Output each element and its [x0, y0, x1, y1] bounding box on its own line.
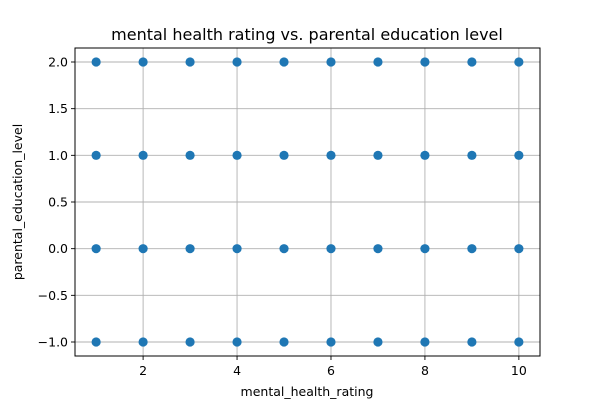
y-tick-label: 1.5	[48, 101, 68, 116]
data-point	[185, 150, 195, 160]
data-point	[91, 57, 101, 67]
data-point	[138, 244, 148, 254]
x-tick-label: 8	[421, 363, 429, 378]
data-point	[279, 57, 289, 67]
data-point	[326, 57, 336, 67]
data-point	[326, 337, 336, 347]
data-point	[514, 150, 524, 160]
data-point	[138, 57, 148, 67]
data-point	[91, 244, 101, 254]
y-tick-label: 0.0	[48, 241, 68, 256]
data-point	[467, 150, 477, 160]
data-point	[185, 337, 195, 347]
data-point	[326, 150, 336, 160]
axis-ticks: 2 4 6 8 10 −1.0 −0.5 0.0 0.5 1.0 1.5 2.0	[38, 55, 527, 379]
data-point	[91, 337, 101, 347]
data-point	[420, 57, 430, 67]
data-point	[467, 337, 477, 347]
data-point	[420, 337, 430, 347]
y-tick-label: 0.5	[48, 195, 68, 210]
data-point	[91, 150, 101, 160]
x-tick-label: 2	[139, 363, 147, 378]
x-tick-label: 4	[233, 363, 241, 378]
y-tick-label: −1.0	[38, 335, 68, 350]
data-point	[514, 244, 524, 254]
data-point	[420, 150, 430, 160]
data-point	[514, 57, 524, 67]
chart-title: mental health rating vs. parental educat…	[111, 25, 503, 44]
data-point	[514, 337, 524, 347]
y-tick-label: 1.0	[48, 148, 68, 163]
data-point	[232, 57, 242, 67]
data-point	[279, 337, 289, 347]
data-point	[185, 244, 195, 254]
data-point	[232, 244, 242, 254]
data-point	[373, 244, 383, 254]
data-point	[420, 244, 430, 254]
grid-lines	[75, 48, 540, 356]
data-points	[91, 57, 524, 347]
data-point	[232, 150, 242, 160]
data-point	[467, 244, 477, 254]
data-point	[138, 337, 148, 347]
data-point	[185, 57, 195, 67]
data-point	[279, 244, 289, 254]
y-axis-label: parental_education_level	[10, 124, 25, 280]
x-tick-label: 6	[327, 363, 335, 378]
y-tick-label: −0.5	[38, 288, 68, 303]
data-point	[467, 57, 477, 67]
y-tick-label: 2.0	[48, 55, 68, 70]
x-tick-label: 10	[511, 363, 527, 378]
data-point	[373, 150, 383, 160]
x-axis-label: mental_health_rating	[241, 384, 374, 399]
data-point	[138, 150, 148, 160]
data-point	[373, 337, 383, 347]
data-point	[326, 244, 336, 254]
data-point	[373, 57, 383, 67]
data-point	[279, 150, 289, 160]
data-point	[232, 337, 242, 347]
